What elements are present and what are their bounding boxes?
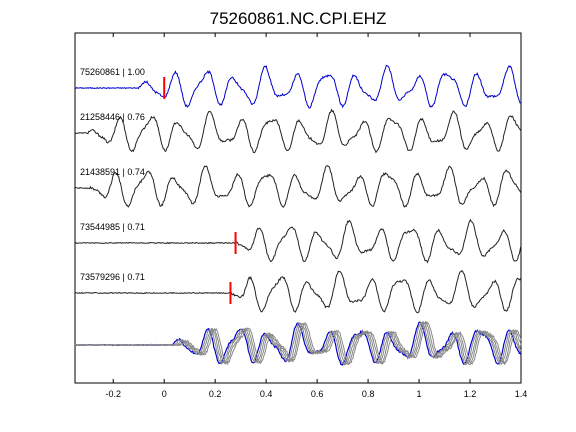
x-tick-label-9: 1.4 [515, 389, 528, 399]
overlay-line-5 [74, 321, 522, 366]
x-axis: -0.2 0 0.2 0.4 0.6 0.8 1 1.2 1.4 [105, 33, 527, 399]
trace-label-1: 75260861 | 1.00 [80, 67, 145, 77]
x-tick-label-3: 0.2 [209, 389, 222, 399]
overlay-layer [74, 320, 522, 366]
overlay-line-2 [74, 320, 522, 366]
trace-label-3: 21438591 | 0.74 [80, 167, 145, 177]
trace-line-5 [74, 270, 522, 314]
x-tick-label-5: 0.6 [311, 389, 324, 399]
chart-title: 75260861.NC.CPI.EHZ [210, 9, 387, 28]
labels-layer: 75260861 | 1.00 21258446 | 0.76 21438591 |… [80, 67, 145, 282]
picks-layer [163, 77, 237, 304]
trace-line-1 [74, 64, 522, 109]
x-tick-label-8: 1.2 [464, 389, 477, 399]
overlay-line-4 [74, 320, 522, 366]
traces-layer [74, 64, 522, 314]
trace-line-3 [74, 165, 522, 208]
x-tick-label-7: 1 [417, 389, 422, 399]
x-tick-label-6: 0.8 [362, 389, 375, 399]
x-tick-label-1: -0.2 [105, 389, 121, 399]
x-tick-label-2: 0 [162, 389, 167, 399]
trace-line-2 [74, 108, 522, 154]
overlay-line-1 [74, 321, 522, 366]
x-tick-label-4: 0.4 [260, 389, 273, 399]
trace-label-2: 21258446 | 0.76 [80, 112, 145, 122]
overlay-line-3 [74, 321, 522, 366]
trace-line-4 [74, 218, 522, 264]
plot-frame [74, 32, 522, 384]
trace-label-5: 73579296 | 0.71 [80, 272, 145, 282]
trace-label-4: 73544985 | 0.71 [80, 222, 145, 232]
